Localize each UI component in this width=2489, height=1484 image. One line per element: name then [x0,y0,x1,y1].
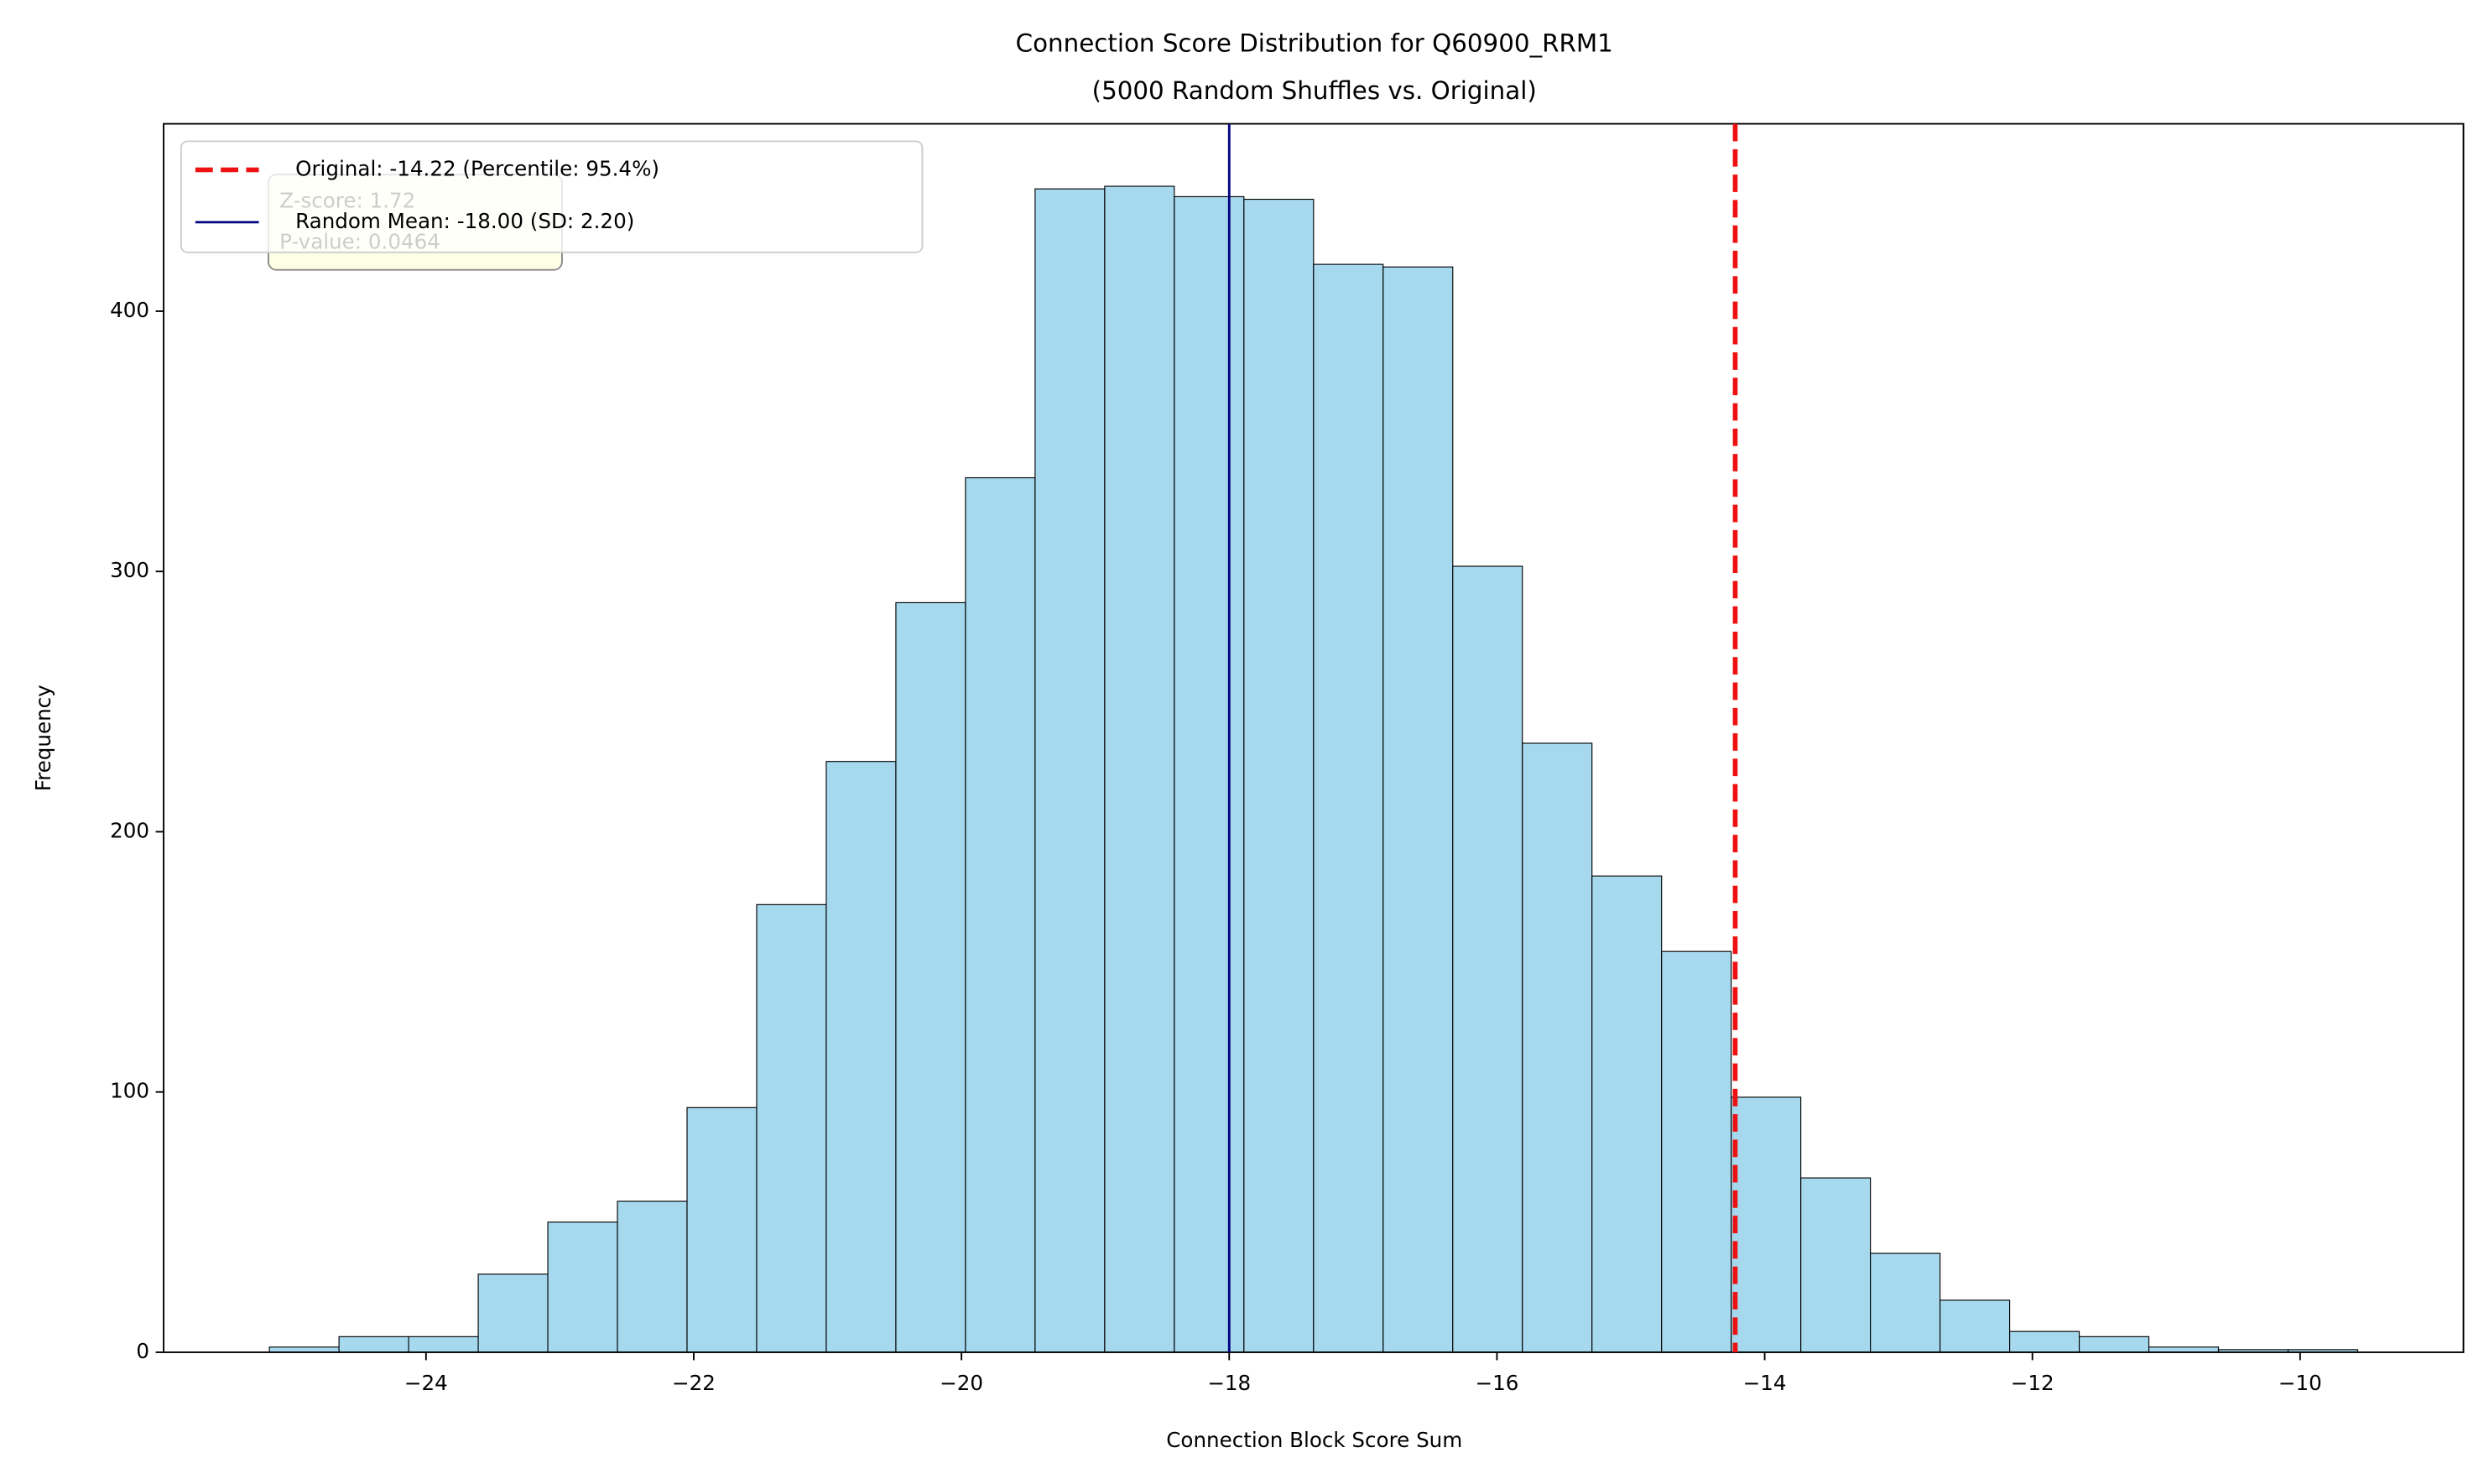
x-tick-label: −22 [672,1371,716,1395]
legend: Original: -14.22 (Percentile: 95.4%) Rand… [180,140,924,253]
x-tick-label: −12 [2011,1371,2054,1395]
bar [408,1336,479,1353]
y-tick-label: 400 [110,298,149,322]
bar [1661,950,1732,1353]
bar [477,1273,549,1353]
bar [2078,1336,2150,1353]
bar [617,1200,688,1353]
y-tick-label: 200 [110,818,149,842]
bar [1034,188,1106,1353]
bar [686,1106,758,1353]
x-tick-label: −18 [1207,1371,1251,1395]
bar [895,601,966,1353]
y-tick-label: 300 [110,558,149,582]
plot-frame [163,122,2465,1353]
x-tick-label: −20 [940,1371,983,1395]
legend-label: Random Mean: -18.00 (SD: 2.20) [295,209,634,233]
y-tick-label: 0 [136,1339,149,1363]
x-tick-label: −10 [2278,1371,2322,1395]
bar [338,1336,409,1353]
bar [1104,185,1175,1353]
legend-box [180,140,924,253]
bar [1452,565,1523,1353]
bar [2009,1330,2080,1353]
y-axis-label: Frequency [31,685,55,791]
legend-label: Original: -14.22 (Percentile: 95.4%) [295,156,659,180]
bar [1591,875,1663,1353]
chart-subtitle: (5000 Random Shuffles vs. Original) [1092,76,1537,105]
bar [1313,263,1384,1353]
bar [965,476,1036,1353]
x-tick-label: −16 [1475,1371,1518,1395]
bar [1522,742,1593,1353]
y-tick-label: 100 [110,1079,149,1103]
bar [1800,1177,1872,1353]
bar [756,903,827,1353]
bar [1731,1096,1802,1353]
x-tick-label: −14 [1743,1371,1787,1395]
bar [1174,195,1245,1353]
bar [547,1221,618,1353]
bar [1382,266,1454,1353]
bar [825,761,897,1353]
bar [1870,1252,1941,1353]
x-tick-label: −24 [404,1371,448,1395]
x-axis-label: Connection Block Score Sum [1166,1428,1462,1452]
chart-title: Connection Score Distribution for Q60900… [1016,29,1613,57]
bar [1243,198,1315,1353]
bar [1940,1299,2011,1353]
